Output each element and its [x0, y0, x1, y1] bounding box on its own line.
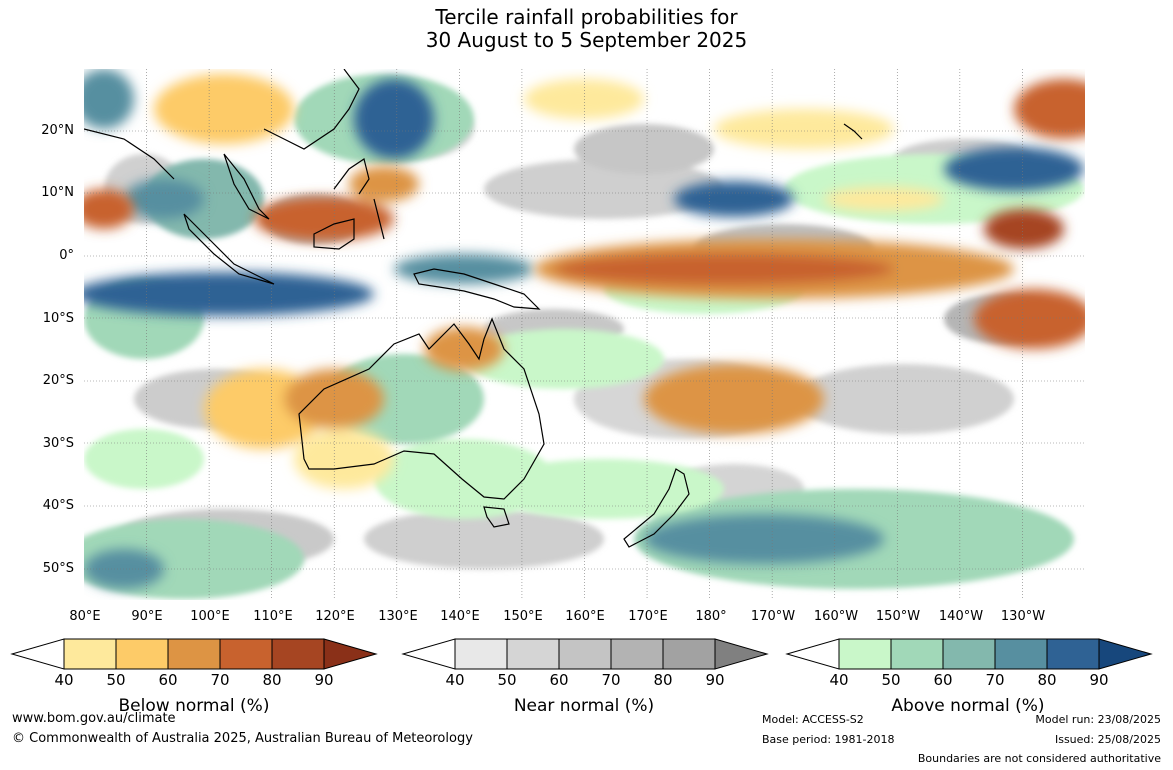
colorbar-segment	[890, 638, 944, 670]
colorbar-segment	[558, 638, 612, 670]
colorbar-tick: 60	[933, 671, 953, 689]
map-canvas	[84, 69, 1085, 600]
colorbar-segment	[506, 638, 560, 670]
lon-label: 150°E	[503, 609, 543, 624]
colorbar-segment	[942, 638, 996, 670]
coastlines	[84, 69, 863, 548]
colorbar-segment	[271, 638, 325, 670]
lon-label: 90°E	[131, 609, 163, 624]
colorbar-tick: 90	[705, 671, 725, 689]
colorbar-above-normal	[785, 638, 1153, 670]
colorbar-segment	[10, 638, 65, 670]
colorbar-segment	[63, 638, 117, 670]
colorbar-tick: 50	[881, 671, 901, 689]
colorbar-tick: 40	[445, 671, 465, 689]
colorbar-segment	[1046, 638, 1100, 670]
legend-title: Below normal (%)	[118, 696, 270, 716]
rainfall-probability-map	[84, 69, 1085, 600]
colorbar-tick: 80	[653, 671, 673, 689]
lon-label: 130°W	[1000, 609, 1046, 624]
lon-label: 170°E	[628, 609, 668, 624]
colorbar-segment	[401, 638, 456, 670]
lon-label: 80°E	[69, 609, 101, 624]
colorbar-segment	[323, 638, 378, 670]
colorbar-segment	[662, 638, 716, 670]
lon-label: 130°E	[378, 609, 418, 624]
lon-label: 150°W	[875, 609, 921, 624]
colorbar-near-normal	[401, 638, 769, 670]
colorbar-tick: 80	[262, 671, 282, 689]
colorbar-tick: 60	[158, 671, 178, 689]
colorbar-tick: 90	[1089, 671, 1109, 689]
colorbar-below-normal	[10, 638, 378, 670]
lat-label: 20°N	[41, 123, 74, 138]
issued-date: Issued: 25/08/2025	[1054, 733, 1161, 746]
lon-label: 110°E	[253, 609, 293, 624]
lat-label: 10°N	[41, 185, 74, 200]
source-url: www.bom.gov.au/climate	[12, 711, 176, 726]
colorbar-tick: 40	[829, 671, 849, 689]
colorbar-tick: 70	[985, 671, 1005, 689]
lon-label: 140°W	[938, 609, 984, 624]
map-gridlines	[84, 69, 1085, 600]
colorbar-segment	[838, 638, 892, 670]
lon-label: 180°	[695, 609, 727, 624]
lon-label: 140°E	[440, 609, 480, 624]
lat-label: 10°S	[42, 311, 74, 326]
colorbar-segment	[994, 638, 1048, 670]
lon-label: 160°E	[565, 609, 605, 624]
lat-label: 20°S	[42, 373, 74, 388]
above-normal-strong	[84, 69, 1084, 589]
lat-label: 30°S	[42, 436, 74, 451]
legend-title: Above normal (%)	[891, 696, 1045, 716]
colorbar-segment	[610, 638, 664, 670]
colorbar-segment	[454, 638, 508, 670]
model-run-date: Model run: 23/08/2025	[1035, 713, 1161, 726]
colorbar-tick: 50	[497, 671, 517, 689]
colorbar-tick: 70	[601, 671, 621, 689]
colorbar-segment	[167, 638, 221, 670]
legend-title: Near normal (%)	[513, 696, 655, 716]
below-normal-patches	[84, 74, 1085, 489]
colorbar-tick: 50	[106, 671, 126, 689]
lat-label: 40°S	[42, 498, 74, 513]
colorbar-segment	[115, 638, 169, 670]
lat-label: 0°	[59, 248, 74, 263]
colorbar-tick: 60	[549, 671, 569, 689]
colorbar-segment	[1098, 638, 1153, 670]
colorbar-segment	[714, 638, 769, 670]
lon-label: 170°W	[750, 609, 796, 624]
map-title-line-2: 30 August to 5 September 2025	[425, 28, 748, 52]
colorbar-tick: 40	[54, 671, 74, 689]
model-name: Model: ACCESS-S2	[762, 713, 864, 726]
lon-label: 160°W	[813, 609, 859, 624]
colorbar-tick: 90	[314, 671, 334, 689]
colorbar-tick: 80	[1037, 671, 1057, 689]
colorbar-segment	[219, 638, 273, 670]
copyright-notice: © Commonwealth of Australia 2025, Austra…	[12, 731, 473, 746]
colorbar-tick: 70	[210, 671, 230, 689]
map-title-line-1: Tercile rainfall probabilities for	[435, 5, 738, 29]
base-period: Base period: 1981-2018	[762, 733, 895, 746]
lat-label: 50°S	[42, 561, 74, 576]
lon-label: 100°E	[190, 609, 230, 624]
lon-label: 120°E	[315, 609, 355, 624]
boundaries-disclaimer: Boundaries are not considered authoritat…	[917, 752, 1161, 765]
colorbar-segment	[785, 638, 840, 670]
